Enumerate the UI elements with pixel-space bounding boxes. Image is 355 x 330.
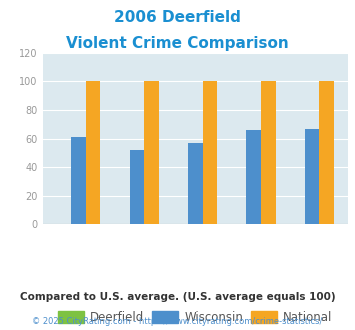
Text: 2006 Deerfield: 2006 Deerfield xyxy=(114,10,241,25)
Bar xyxy=(305,129,320,224)
Text: Violent Crime Comparison: Violent Crime Comparison xyxy=(66,36,289,51)
Text: © 2025 CityRating.com - https://www.cityrating.com/crime-statistics/: © 2025 CityRating.com - https://www.city… xyxy=(32,317,323,326)
Bar xyxy=(246,130,261,224)
Bar xyxy=(188,143,203,224)
Bar xyxy=(320,82,334,224)
Bar xyxy=(144,82,159,224)
Bar xyxy=(203,82,217,224)
Bar xyxy=(261,82,275,224)
Bar xyxy=(130,150,144,224)
Bar xyxy=(86,82,100,224)
Legend: Deerfield, Wisconsin, National: Deerfield, Wisconsin, National xyxy=(53,306,337,329)
Text: Compared to U.S. average. (U.S. average equals 100): Compared to U.S. average. (U.S. average … xyxy=(20,292,335,302)
Bar xyxy=(71,137,86,224)
